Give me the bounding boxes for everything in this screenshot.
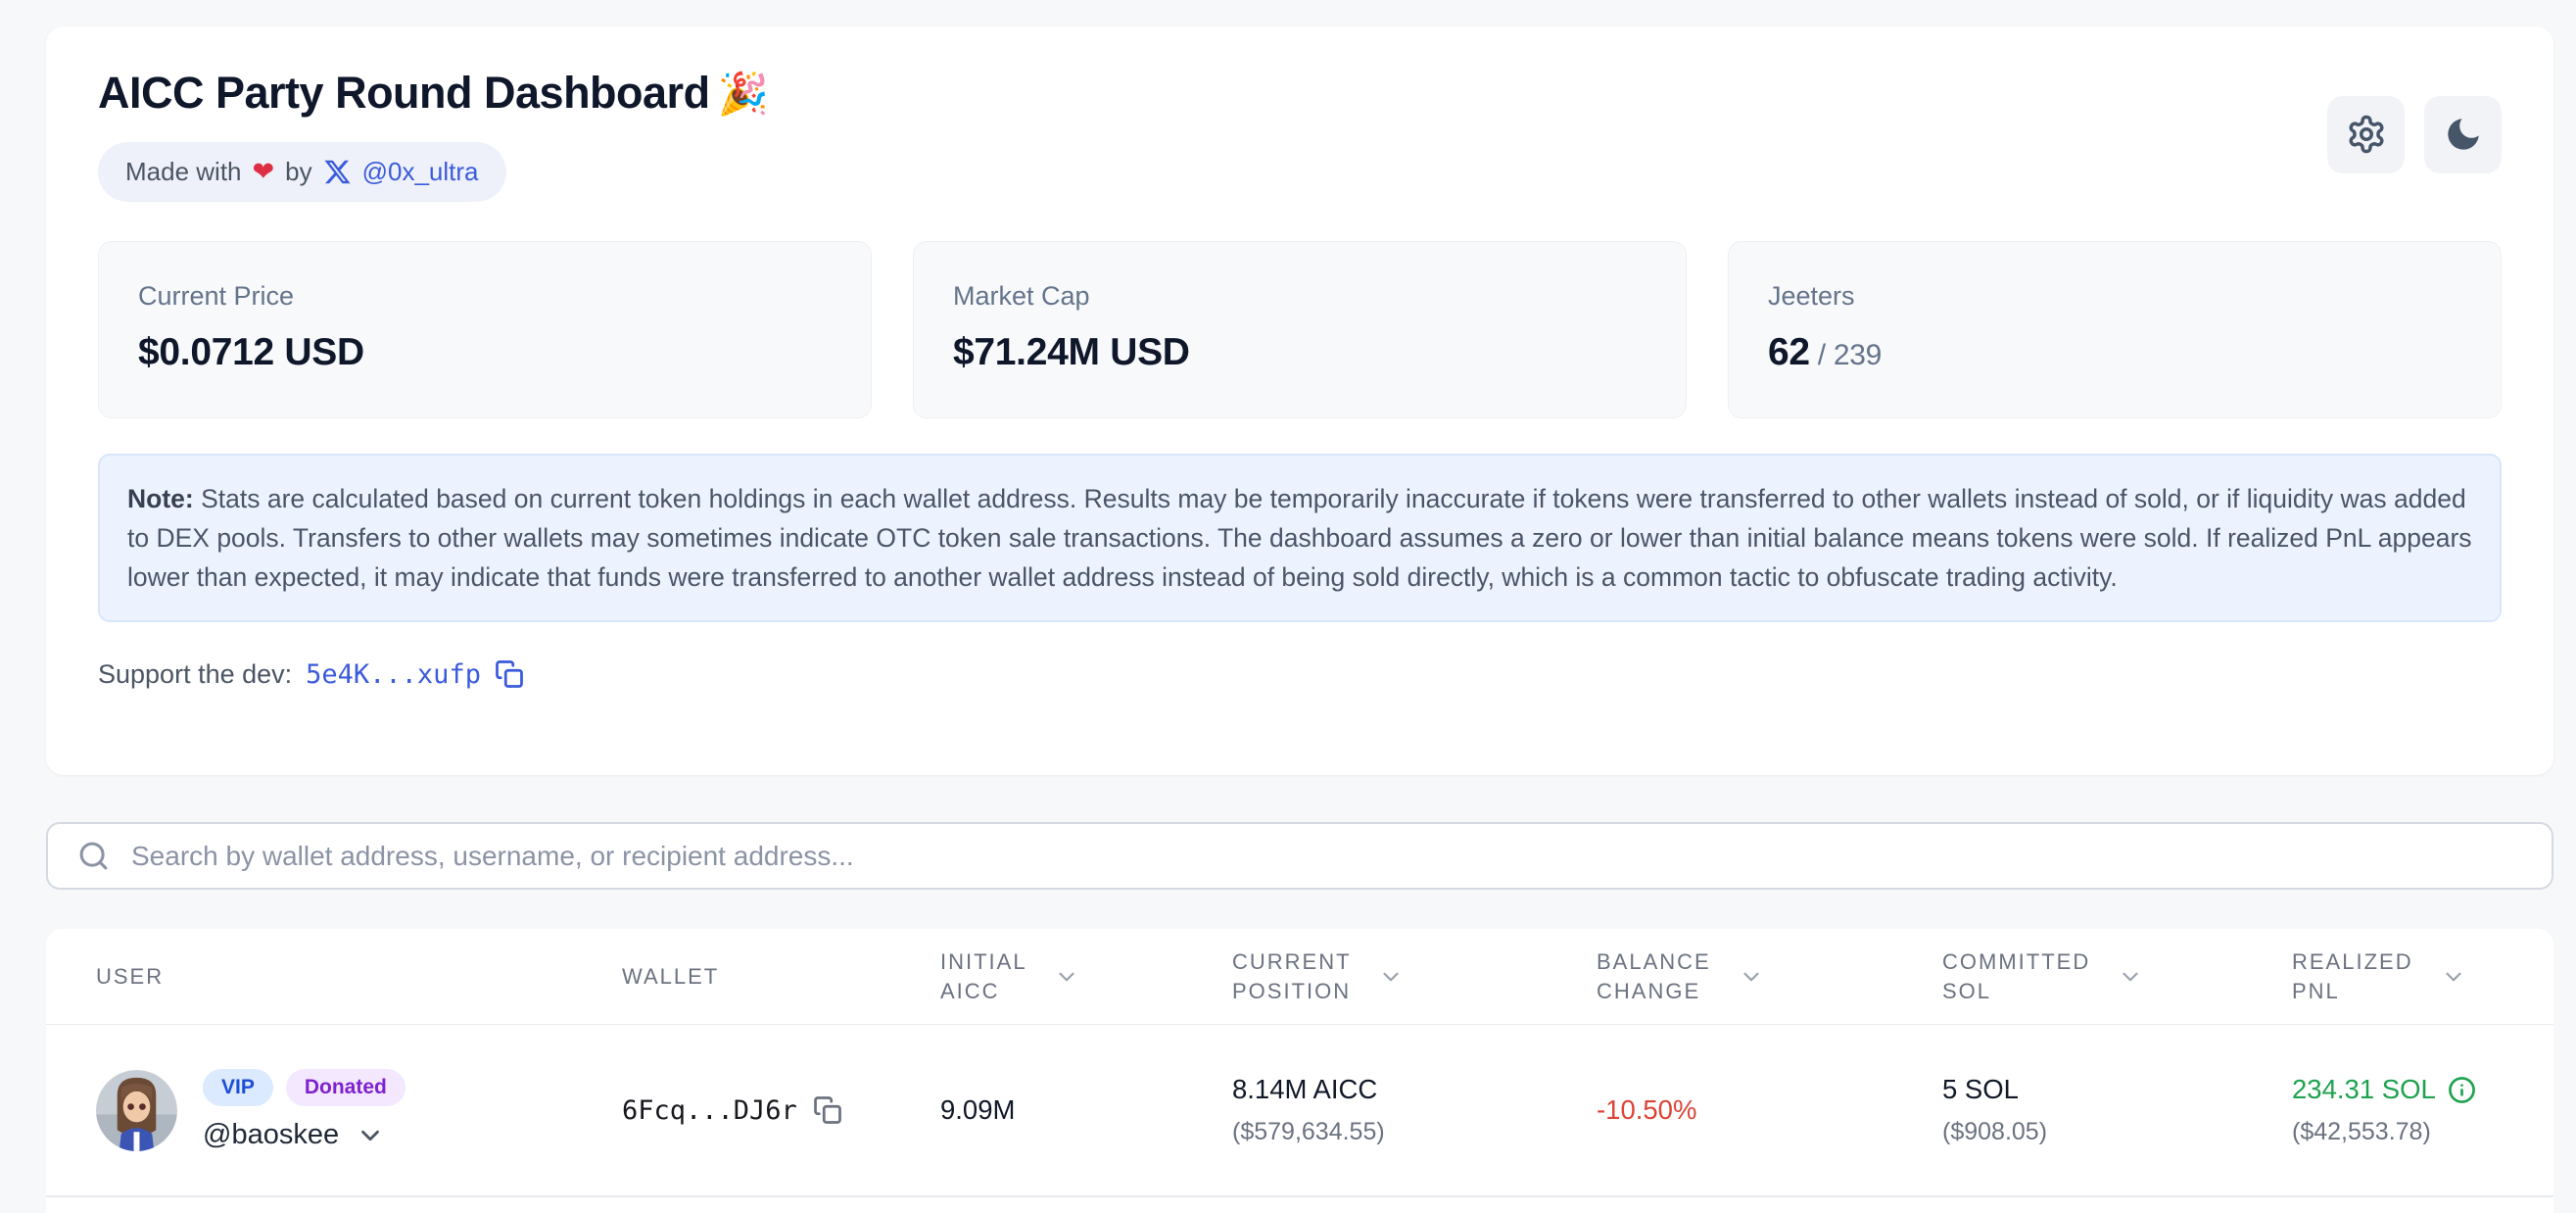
dev-wallet-address-link[interactable]: 5e4K...xufp bbox=[306, 658, 481, 690]
sort-chevron-icon bbox=[1378, 964, 1404, 990]
holders-table: USER WALLET INITIAL AICC CURRENT POSITIO… bbox=[46, 929, 2553, 1213]
copy-icon bbox=[813, 1095, 842, 1125]
credit-by: by bbox=[285, 156, 312, 186]
initial-aicc-value: 9.09M bbox=[940, 1094, 1016, 1125]
wallet-cell: 6Fcq...DJ6r bbox=[622, 1095, 940, 1126]
stat-card-jeeters: Jeeters 62/ 239 bbox=[1728, 240, 2502, 418]
current-position-value: 8.14M AICC bbox=[1232, 1074, 1378, 1104]
search-input[interactable] bbox=[131, 840, 2522, 872]
table-header-row: USER WALLET INITIAL AICC CURRENT POSITIO… bbox=[46, 929, 2553, 1025]
balance-change-cell: -10.50% bbox=[1597, 1094, 1942, 1126]
column-header-committed-sol[interactable]: COMMITTED SOL bbox=[1942, 947, 2292, 1006]
copy-icon bbox=[495, 659, 524, 689]
jeeters-count: 62 bbox=[1768, 330, 1810, 373]
username: @baoskee bbox=[203, 1119, 340, 1150]
table-row: VIP Donated @baoskee 6Fcq...DJ6r bbox=[46, 1025, 2553, 1197]
column-header-current-position[interactable]: CURRENT POSITION bbox=[1232, 947, 1597, 1006]
initial-aicc-cell: 9.09M bbox=[940, 1094, 1232, 1126]
page-title: AICC Party Round Dashboard 🎉 bbox=[98, 68, 769, 119]
committed-sol-usd: ($908.05) bbox=[1942, 1118, 2048, 1145]
chevron-down-icon bbox=[356, 1121, 385, 1150]
stat-label: Market Cap bbox=[953, 280, 1090, 311]
wallet-address: 6Fcq...DJ6r bbox=[622, 1094, 797, 1126]
credit-badge: Made with ❤ by @0x_ultra bbox=[98, 141, 506, 202]
support-label: Support the dev: bbox=[98, 658, 293, 689]
stat-label: Current Price bbox=[138, 280, 295, 311]
info-icon bbox=[2448, 1076, 2476, 1104]
page-title-text: AICC Party Round Dashboard bbox=[98, 68, 710, 118]
support-row: Support the dev: 5e4K...xufp bbox=[98, 659, 2502, 690]
search-icon bbox=[77, 840, 110, 872]
heart-icon: ❤ bbox=[252, 156, 275, 186]
committed-sol-value: 5 SOL bbox=[1942, 1074, 2019, 1104]
card-top: AICC Party Round Dashboard 🎉 Made with ❤ … bbox=[98, 68, 2502, 202]
sort-chevron-icon bbox=[2118, 964, 2143, 990]
balance-change-value: -10.50% bbox=[1597, 1094, 1697, 1125]
current-position-usd: ($579,634.55) bbox=[1232, 1118, 1385, 1145]
realized-pnl-usd: ($42,553.78) bbox=[2292, 1118, 2431, 1145]
expand-row-button[interactable] bbox=[356, 1121, 385, 1150]
credit-prefix: Made with bbox=[125, 156, 242, 186]
x-twitter-icon[interactable] bbox=[323, 158, 352, 186]
title-block: AICC Party Round Dashboard 🎉 Made with ❤ … bbox=[98, 68, 769, 202]
avatar bbox=[96, 1069, 177, 1151]
theme-toggle-button[interactable] bbox=[2424, 95, 2502, 173]
settings-button[interactable] bbox=[2327, 95, 2405, 173]
column-header-initial-aicc[interactable]: INITIAL AICC bbox=[940, 947, 1232, 1006]
realized-pnl-value: 234.31 SOL bbox=[2292, 1074, 2436, 1104]
copy-dev-address-button[interactable] bbox=[495, 659, 524, 689]
badges: VIP Donated bbox=[203, 1069, 405, 1106]
stat-value: $71.24M USD bbox=[953, 330, 1190, 373]
stats-row: Current Price $0.0712 USD Market Cap $71… bbox=[98, 240, 2502, 418]
committed-sol-cell: 5 SOL ($908.05) bbox=[1942, 1074, 2292, 1146]
header-card: AICC Party Round Dashboard 🎉 Made with ❤ … bbox=[46, 26, 2553, 775]
sort-chevron-icon bbox=[1739, 964, 1764, 990]
party-popper-emoji: 🎉 bbox=[717, 71, 769, 117]
sort-chevron-icon bbox=[1054, 964, 1079, 990]
stat-card-current-price: Current Price $0.0712 USD bbox=[98, 240, 872, 418]
header-actions bbox=[2327, 95, 2502, 173]
username-row: @baoskee bbox=[203, 1119, 405, 1151]
user-cell: VIP Donated @baoskee bbox=[96, 1069, 622, 1151]
current-position-cell: 8.14M AICC ($579,634.55) bbox=[1232, 1074, 1597, 1146]
stat-value: $0.0712 USD bbox=[138, 330, 364, 373]
donated-badge: Donated bbox=[285, 1069, 405, 1106]
gear-icon bbox=[2346, 114, 2387, 155]
column-header-user: USER bbox=[96, 963, 165, 989]
pnl-info-button[interactable] bbox=[2448, 1076, 2476, 1104]
stat-label: Jeeters bbox=[1768, 280, 1855, 311]
note-text: Stats are calculated based on current to… bbox=[127, 483, 2472, 592]
search-bar[interactable] bbox=[46, 822, 2553, 890]
column-header-realized-pnl[interactable]: REALIZED PNL bbox=[2292, 947, 2524, 1006]
user-meta: VIP Donated @baoskee bbox=[203, 1069, 405, 1151]
column-header-wallet: WALLET bbox=[622, 963, 720, 989]
column-header-balance-change[interactable]: BALANCE CHANGE bbox=[1597, 947, 1942, 1006]
moon-icon bbox=[2443, 114, 2484, 155]
stat-card-market-cap: Market Cap $71.24M USD bbox=[913, 240, 1687, 418]
vip-badge: VIP bbox=[203, 1069, 273, 1106]
realized-pnl-cell: 234.31 SOL ($42,553.78) bbox=[2292, 1074, 2524, 1146]
stat-value: 62/ 239 bbox=[1768, 331, 2461, 374]
copy-wallet-button[interactable] bbox=[813, 1095, 842, 1125]
note-box: Note: Stats are calculated based on curr… bbox=[98, 453, 2502, 622]
jeeters-total: / 239 bbox=[1817, 338, 1883, 371]
note-label: Note: bbox=[127, 483, 194, 513]
sort-chevron-icon bbox=[2441, 964, 2466, 990]
author-handle-link[interactable]: @0x_ultra bbox=[361, 156, 479, 186]
